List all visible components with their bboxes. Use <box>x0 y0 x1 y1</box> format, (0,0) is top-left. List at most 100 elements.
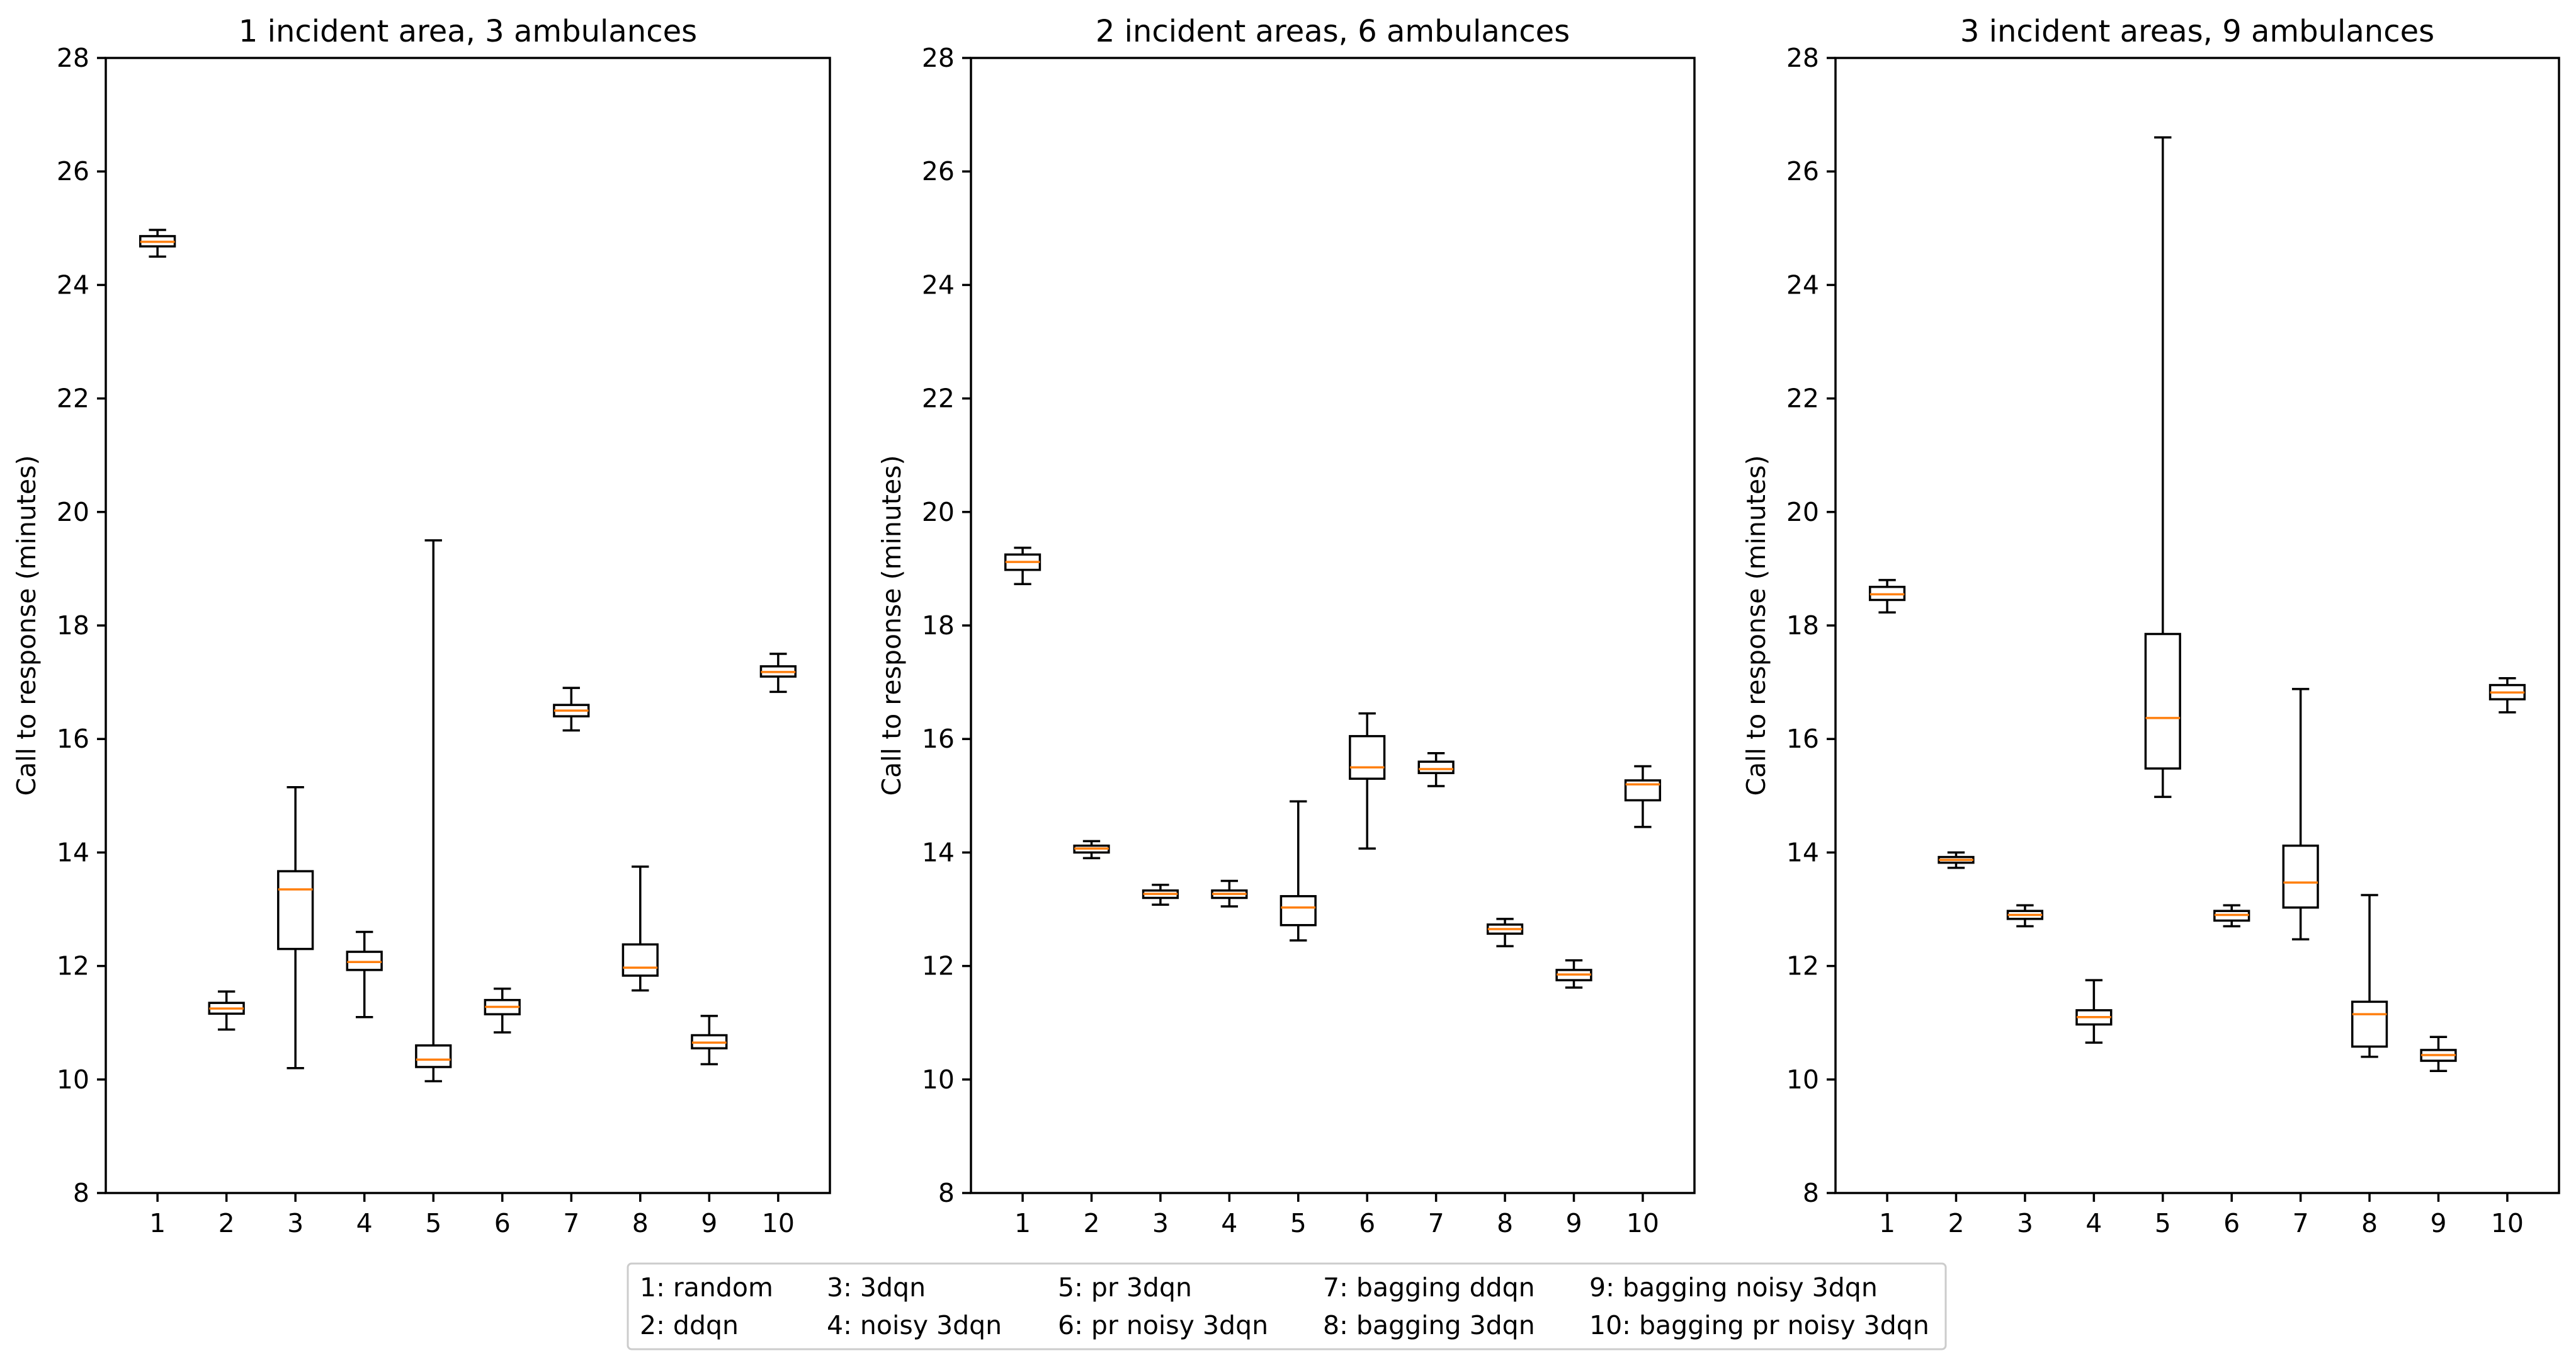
legend-entry: 9: bagging noisy 3dqn <box>1589 1272 1878 1303</box>
box-1 <box>1868 579 1906 614</box>
box-2 <box>1938 851 1975 869</box>
legend-entry: 8: bagging 3dqn <box>1323 1310 1535 1340</box>
y-tick-label: 8 <box>73 1178 89 1208</box>
box-10 <box>759 653 797 694</box>
chart-panel-1: 1 incident area, 3 ambulances Call to res… <box>11 14 831 1238</box>
y-tick-label: 22 <box>57 384 89 414</box>
box-10 <box>1624 765 1662 828</box>
box-8 <box>2351 894 2388 1058</box>
chart-panel-2: 2 incident areas, 6 ambulances Call to re… <box>877 14 1696 1238</box>
box-6 <box>2213 904 2250 928</box>
box-4 <box>2075 979 2113 1044</box>
box-6 <box>484 987 521 1034</box>
x-tick-label: 6 <box>494 1208 511 1238</box>
chart-title: 2 incident areas, 6 ambulances <box>1096 14 1570 49</box>
y-tick-label: 16 <box>57 724 89 754</box>
y-tick-label: 26 <box>922 156 955 186</box>
iqr-box <box>1624 779 1662 802</box>
box-3 <box>1142 884 1179 906</box>
y-tick-label: 12 <box>922 951 955 981</box>
x-tick-label: 5 <box>1290 1208 1307 1238</box>
y-tick-label: 16 <box>922 724 955 754</box>
legend-entry: 7: bagging ddqn <box>1323 1272 1535 1303</box>
box-8 <box>1486 918 1524 947</box>
box-7 <box>2282 688 2319 941</box>
y-tick-label: 28 <box>1786 43 1819 73</box>
iqr-box <box>1417 760 1455 775</box>
x-tick-label: 10 <box>762 1208 795 1238</box>
chart-title: 1 incident area, 3 ambulances <box>239 14 697 49</box>
y-tick-label: 24 <box>922 270 955 300</box>
legend-entry: 10: bagging pr noisy 3dqn <box>1589 1310 1929 1340</box>
y-tick-label: 10 <box>922 1065 955 1095</box>
x-tick-label: 6 <box>1359 1208 1375 1238</box>
box-1 <box>1004 546 1041 585</box>
x-tick-label: 7 <box>563 1208 579 1238</box>
x-tick-label: 4 <box>1221 1208 1237 1238</box>
y-tick-label: 20 <box>922 497 955 527</box>
y-tick-label: 24 <box>57 270 89 300</box>
x-tick-label: 7 <box>1428 1208 1444 1238</box>
box-9 <box>691 1015 728 1066</box>
box-5 <box>1279 800 1317 942</box>
x-tick-label: 3 <box>1152 1208 1169 1238</box>
iqr-box <box>2282 844 2319 909</box>
box-7 <box>553 687 590 732</box>
y-axis-label: Call to response (minutes) <box>877 455 907 796</box>
iqr-box <box>346 950 383 971</box>
y-tick-label: 8 <box>938 1178 955 1208</box>
x-tick-label: 4 <box>2085 1208 2102 1238</box>
y-tick-label: 26 <box>57 156 89 186</box>
y-tick-label: 20 <box>1786 497 1819 527</box>
x-tick-label: 1 <box>1014 1208 1031 1238</box>
plot-frame <box>1834 57 2560 1194</box>
x-tick-label: 9 <box>1565 1208 1582 1238</box>
x-tick-label: 10 <box>2491 1208 2524 1238</box>
iqr-box <box>277 870 314 950</box>
legend-entry: 3: 3dqn <box>827 1272 926 1303</box>
y-tick-label: 28 <box>57 43 89 73</box>
y-axis-label: Call to response (minutes) <box>1741 455 1771 796</box>
box-4 <box>346 930 383 1019</box>
iqr-box <box>1349 734 1386 780</box>
legend: 1: random 2: ddqn 3: 3dqn 4: noisy 3dqn 5: p… <box>627 1262 1947 1350</box>
x-tick-label: 8 <box>632 1208 649 1238</box>
box-2 <box>208 990 245 1031</box>
chart-panel-3: 3 incident areas, 9 ambulances Call to re… <box>1741 14 2560 1238</box>
x-tick-label: 10 <box>1626 1208 1659 1238</box>
box-7 <box>1417 751 1455 787</box>
box-5 <box>2144 136 2181 798</box>
y-tick-label: 26 <box>1786 156 1819 186</box>
y-tick-label: 18 <box>922 610 955 641</box>
x-tick-label: 2 <box>218 1208 235 1238</box>
y-tick-label: 12 <box>57 951 89 981</box>
y-tick-label: 22 <box>922 384 955 414</box>
legend-entry: 5: pr 3dqn <box>1058 1272 1192 1303</box>
box-3 <box>277 786 314 1070</box>
box-9 <box>2420 1036 2457 1073</box>
x-tick-label: 2 <box>1948 1208 1964 1238</box>
y-tick-label: 18 <box>1786 610 1819 641</box>
x-tick-label: 8 <box>1497 1208 1513 1238</box>
box-1 <box>139 229 176 258</box>
plot-frame <box>105 57 831 1194</box>
x-tick-label: 9 <box>2430 1208 2446 1238</box>
box-6 <box>1349 712 1386 850</box>
y-tick-label: 20 <box>57 497 89 527</box>
y-tick-label: 18 <box>57 610 89 641</box>
x-tick-label: 8 <box>2361 1208 2378 1238</box>
chart-panels: 1 incident area, 3 ambulances Call to res… <box>11 14 2560 1238</box>
legend-entry: 6: pr noisy 3dqn <box>1058 1310 1268 1340</box>
y-tick-label: 24 <box>1786 270 1819 300</box>
legend-entry: 4: noisy 3dqn <box>827 1310 1002 1340</box>
box-3 <box>2006 904 2044 928</box>
iqr-box <box>2144 632 2181 770</box>
iqr-box <box>415 1044 452 1068</box>
box-9 <box>1555 959 1592 989</box>
plot-frame <box>970 57 1696 1194</box>
x-tick-label: 6 <box>2223 1208 2240 1238</box>
y-axis-label: Call to response (minutes) <box>11 455 42 796</box>
box-4 <box>1211 879 1248 908</box>
x-tick-label: 3 <box>2017 1208 2033 1238</box>
